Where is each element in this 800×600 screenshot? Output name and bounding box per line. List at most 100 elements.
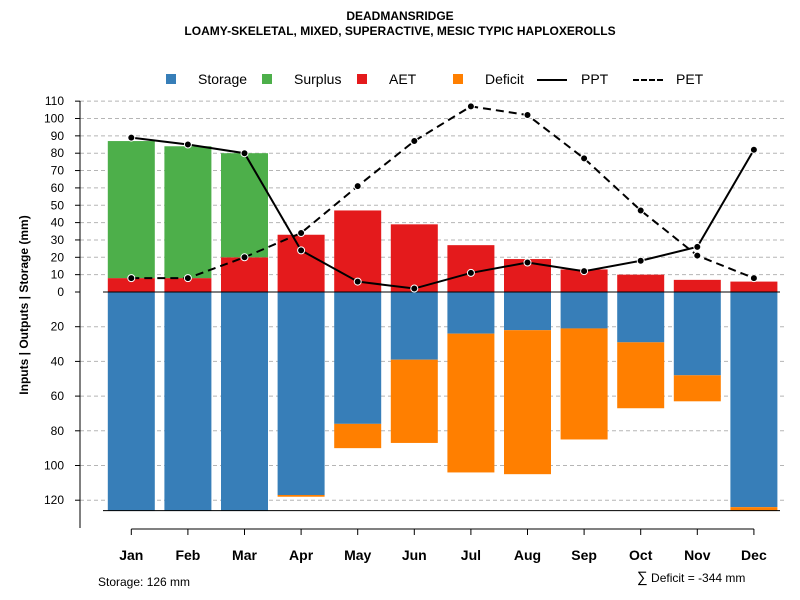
aet-bar [617, 274, 665, 292]
pet-point [749, 274, 758, 283]
storage-bar [617, 292, 665, 343]
legend-storage-label: Storage [198, 71, 248, 87]
legend-surplus-label: Surplus [294, 71, 342, 87]
deficit-total-label: Deficit = -344 mm [651, 571, 746, 585]
storage-bar [504, 292, 551, 331]
sum-symbol: ∑ [637, 569, 648, 586]
deficit-bar [504, 330, 551, 475]
legend-aet-label: AET [389, 71, 417, 87]
aet-bar [730, 281, 778, 292]
pet-point [580, 154, 589, 163]
storage-bar [730, 292, 778, 508]
x-tick-label: Nov [684, 547, 711, 563]
legend-deficit-label: Deficit [485, 71, 524, 87]
ppt-point [466, 268, 475, 277]
pet-point [523, 111, 532, 120]
ppt-point [636, 256, 645, 265]
x-tick-label: Oct [629, 547, 653, 563]
deficit-bar [730, 507, 778, 511]
y-tick-label: 100 [44, 112, 64, 126]
y-tick-label: 90 [51, 129, 65, 143]
deficit-bar [617, 342, 665, 409]
x-tick-label: Mar [232, 547, 257, 563]
pet-point [297, 229, 306, 238]
storage-bar [560, 292, 608, 329]
storage-bar [673, 292, 721, 376]
legend-ppt-line [537, 79, 567, 81]
ppt-point [523, 258, 532, 267]
aet-bar [277, 234, 325, 292]
legend-pet-line [633, 79, 663, 81]
surplus-bar [107, 141, 155, 279]
pet-point [353, 182, 362, 191]
deficit-bar [560, 328, 608, 440]
y-tick-label: 80 [51, 146, 65, 160]
pet-point [410, 137, 419, 146]
y-tick-label: 40 [51, 354, 65, 368]
y-tick-label: 100 [44, 459, 64, 473]
y-axis-label: Inputs | Outputs | Storage (mm) [17, 215, 31, 394]
ppt-point [580, 267, 589, 276]
aet-bar [221, 257, 268, 292]
ppt-line [131, 136, 755, 290]
storage-bar [164, 292, 212, 511]
y-tick-label: 40 [51, 216, 65, 230]
y-tick-label: 120 [44, 493, 64, 507]
ppt-point [749, 145, 758, 154]
storage-bar [221, 292, 268, 511]
ppt-point [127, 133, 136, 142]
ppt-point [183, 140, 192, 149]
deficit-bar [447, 333, 495, 473]
pet-point [693, 251, 702, 260]
y-tick-label: 50 [51, 198, 65, 212]
y-tick-label: 70 [51, 164, 65, 178]
pet-point [466, 102, 475, 111]
deficit-bar [390, 359, 438, 443]
pet-point [636, 206, 645, 215]
legend: Storage Surplus AET Deficit PPT PET [0, 70, 800, 90]
x-tick-label: Jan [119, 547, 143, 563]
x-tick-label: Dec [741, 547, 767, 563]
y-tick-label: 110 [45, 94, 64, 108]
legend-aet-swatch [357, 74, 367, 84]
legend-pet-label: PET [676, 71, 704, 87]
legend-storage-swatch [166, 74, 176, 84]
aet-bar [560, 269, 608, 292]
x-tick-label: Sep [571, 547, 597, 563]
x-tick-label: Jul [461, 547, 481, 563]
pet-point [183, 274, 192, 283]
y-tick-label: 60 [51, 181, 65, 195]
legend-deficit-swatch [453, 74, 463, 84]
y-tick-label: 0 [57, 285, 64, 299]
storage-total: Storage: 126 mm [98, 575, 191, 589]
deficit-bar [673, 375, 721, 402]
deficit-total: ∑ Deficit = -344 mm [637, 569, 745, 586]
pet-point [240, 253, 249, 262]
y-tick-label: 60 [51, 389, 65, 403]
storage-bar [334, 292, 382, 424]
storage-bar [447, 292, 495, 334]
legend-surplus-swatch [262, 74, 272, 84]
storage-bar [390, 292, 438, 360]
ppt-point [240, 149, 249, 158]
ppt-point [353, 277, 362, 286]
aet-bar [673, 279, 721, 292]
aet-bar [164, 278, 212, 292]
y-tick-label: 80 [51, 424, 65, 438]
aet-bar [390, 224, 438, 292]
pet-line [131, 105, 755, 280]
surplus-bar [164, 146, 212, 279]
chart-subtitle: LOAMY-SKELETAL, MIXED, SUPERACTIVE, MESI… [184, 24, 616, 38]
x-tick-label: Apr [289, 547, 314, 563]
storage-bar [277, 292, 325, 495]
surplus-bar [221, 153, 268, 258]
legend-ppt-label: PPT [581, 71, 609, 87]
x-tick-label: Feb [175, 547, 200, 563]
ppt-point [297, 246, 306, 255]
x-tick-label: Aug [514, 547, 541, 563]
chart-title: DEADMANSRIDGE [346, 9, 454, 23]
deficit-bar [334, 423, 382, 449]
y-tick-label: 30 [51, 233, 65, 247]
x-tick-label: May [344, 547, 371, 563]
